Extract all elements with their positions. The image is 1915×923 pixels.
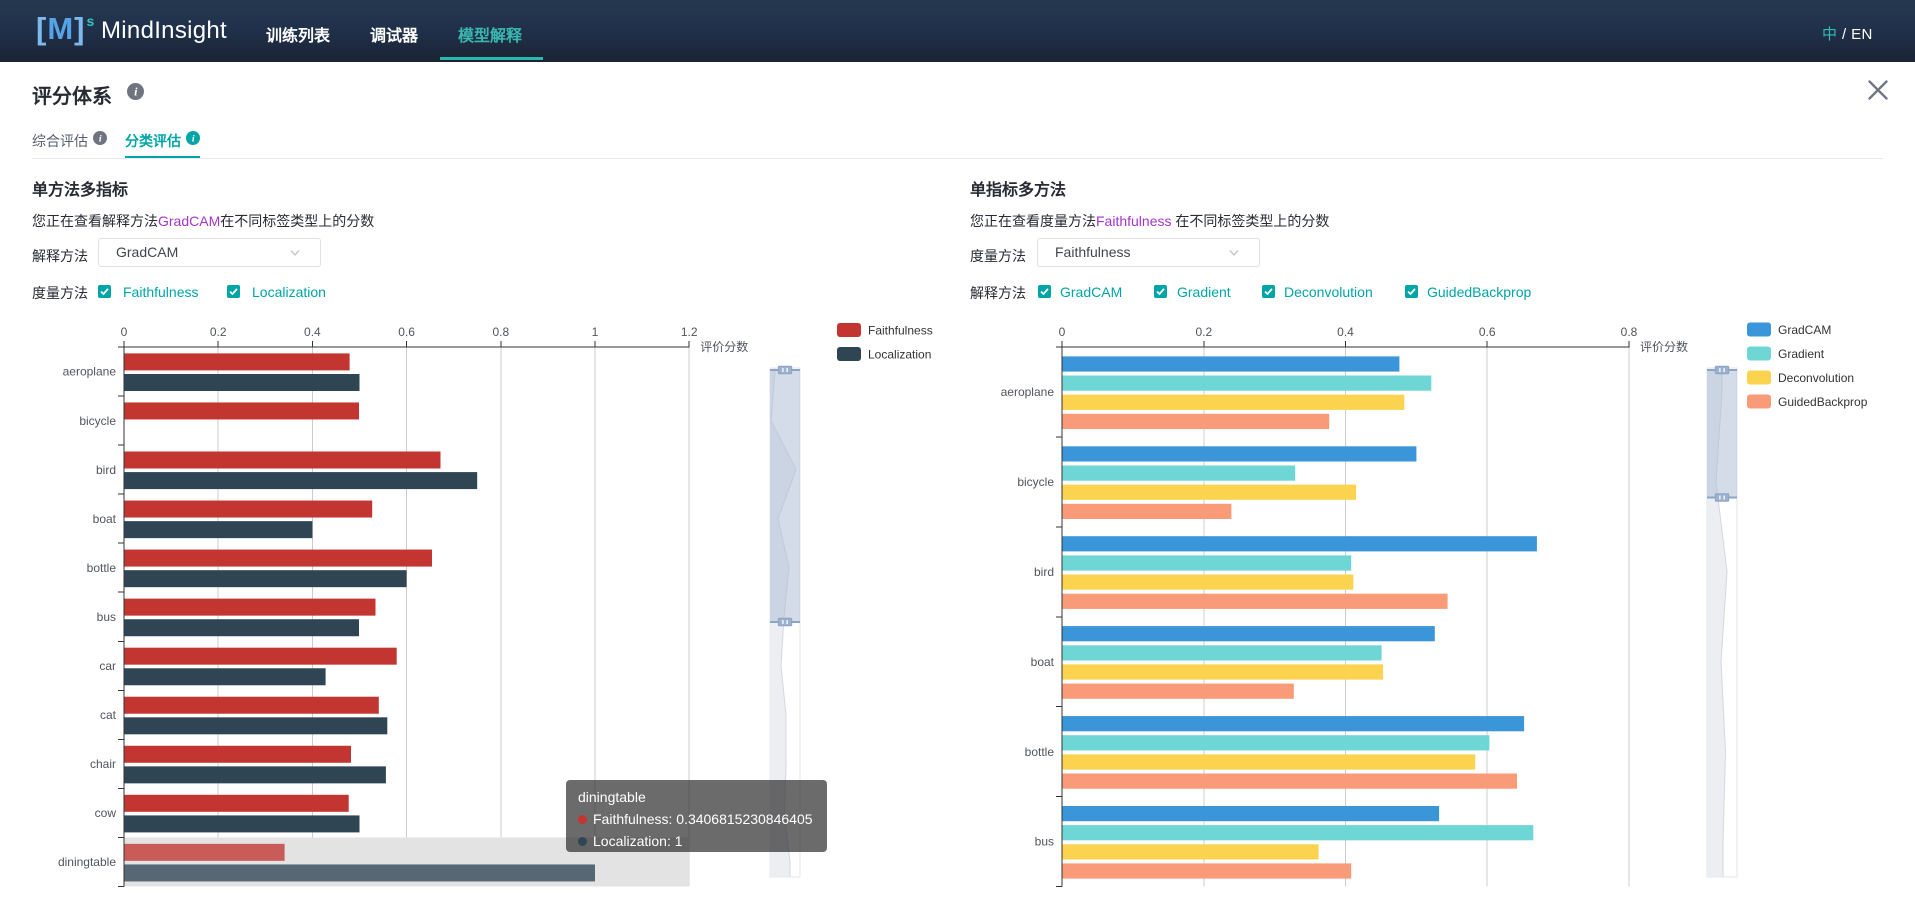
svg-text:bottle: bottle [87, 561, 117, 575]
svg-text:Faithfulness: Faithfulness [868, 324, 933, 338]
svg-text:0.4: 0.4 [304, 325, 321, 339]
svg-text:bicycle: bicycle [1017, 475, 1054, 489]
svg-text:aeroplane: aeroplane [1001, 385, 1055, 399]
svg-text:0: 0 [121, 325, 128, 339]
svg-text:aeroplane: aeroplane [63, 365, 117, 379]
svg-text:Deconvolution: Deconvolution [1778, 371, 1854, 385]
svg-text:0.6: 0.6 [398, 325, 415, 339]
svg-text:i: i [192, 133, 195, 144]
svg-text:0.8: 0.8 [1621, 325, 1638, 339]
svg-text:1: 1 [592, 325, 599, 339]
svg-text:GradCAM: GradCAM [1778, 323, 1831, 337]
svg-text:boat: boat [1031, 655, 1055, 669]
svg-text:chair: chair [90, 757, 116, 771]
svg-text:i: i [134, 85, 138, 99]
svg-text:i: i [99, 133, 102, 144]
svg-text:1.2: 1.2 [681, 325, 698, 339]
svg-text:0.6: 0.6 [1479, 325, 1496, 339]
svg-text:bird: bird [96, 463, 116, 477]
svg-text:Localization: Localization [868, 348, 931, 362]
svg-text:0.2: 0.2 [210, 325, 227, 339]
svg-text:0.2: 0.2 [1195, 325, 1212, 339]
svg-text:评价分数: 评价分数 [1640, 339, 1688, 354]
svg-text:0.8: 0.8 [492, 325, 509, 339]
svg-text:car: car [99, 659, 116, 673]
svg-text:Gradient: Gradient [1778, 347, 1825, 361]
svg-text:bus: bus [97, 610, 116, 624]
svg-text:diningtable: diningtable [58, 855, 116, 869]
svg-text:cat: cat [100, 708, 117, 722]
svg-text:bus: bus [1035, 835, 1054, 849]
svg-text:bird: bird [1034, 565, 1054, 579]
svg-text:bottle: bottle [1025, 745, 1055, 759]
svg-text:GuidedBackprop: GuidedBackprop [1778, 395, 1868, 409]
svg-text:评价分数: 评价分数 [700, 339, 748, 354]
svg-text:0.4: 0.4 [1337, 325, 1354, 339]
svg-text:cow: cow [95, 806, 117, 820]
svg-text:bicycle: bicycle [79, 414, 116, 428]
svg-text:boat: boat [93, 512, 117, 526]
svg-text:0: 0 [1059, 325, 1066, 339]
